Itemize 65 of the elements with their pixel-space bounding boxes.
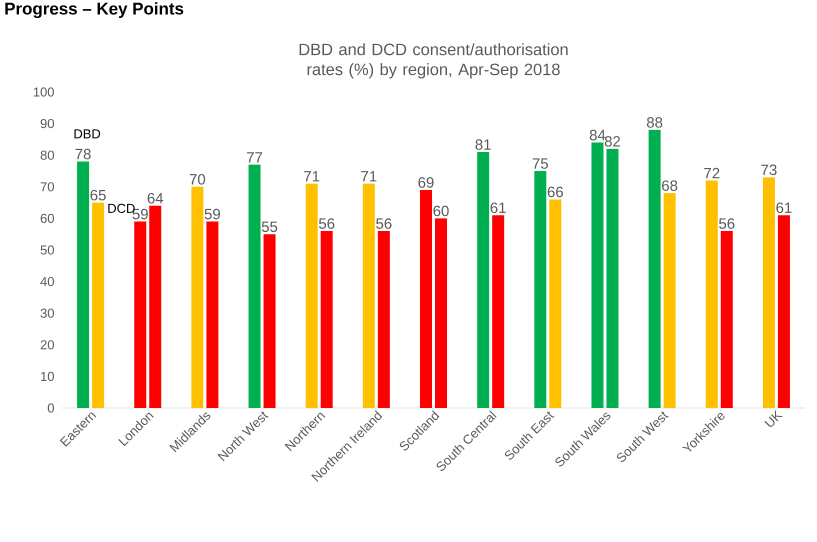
data-label: 72 bbox=[704, 168, 720, 178]
y-tick-label: 60 bbox=[40, 214, 54, 223]
bar bbox=[706, 180, 718, 408]
bar bbox=[248, 164, 261, 408]
bar bbox=[720, 231, 733, 408]
bar bbox=[664, 193, 676, 408]
data-label: 56 bbox=[719, 218, 734, 229]
bar bbox=[191, 186, 204, 408]
data-label: 59 bbox=[204, 208, 220, 220]
data-label: 81 bbox=[476, 139, 491, 150]
data-label: 61 bbox=[490, 202, 506, 214]
y-tick-label: 0 bbox=[48, 403, 54, 413]
data-label: 65 bbox=[90, 190, 106, 200]
y-tick-label: 40 bbox=[40, 277, 54, 286]
bar bbox=[92, 202, 104, 408]
bar bbox=[362, 184, 375, 408]
data-label: 59 bbox=[132, 208, 148, 220]
data-label: 56 bbox=[318, 218, 334, 229]
bar bbox=[320, 231, 333, 408]
y-tick-label: 30 bbox=[40, 308, 54, 318]
data-label: 68 bbox=[662, 180, 678, 191]
bar bbox=[264, 234, 276, 408]
series-label: DBD bbox=[74, 129, 100, 138]
y-tick-label: 10 bbox=[41, 372, 54, 381]
bar bbox=[549, 199, 562, 408]
bar bbox=[492, 215, 504, 408]
bar bbox=[762, 177, 775, 408]
bar bbox=[149, 206, 162, 408]
y-tick-label: 70 bbox=[40, 182, 54, 192]
data-label: 71 bbox=[304, 171, 320, 182]
data-label: 70 bbox=[190, 174, 206, 185]
bar bbox=[648, 130, 661, 408]
data-label: 75 bbox=[532, 158, 548, 169]
data-label: 64 bbox=[148, 192, 164, 204]
data-label: 69 bbox=[418, 177, 434, 188]
data-label: 66 bbox=[548, 186, 563, 198]
data-label: 82 bbox=[604, 136, 620, 147]
y-tick-label: 50 bbox=[40, 245, 54, 255]
bar bbox=[534, 170, 546, 408]
x-tick-label: UK bbox=[764, 410, 783, 427]
data-label: 71 bbox=[361, 171, 376, 182]
data-label: 84 bbox=[590, 130, 606, 140]
data-label: 61 bbox=[776, 202, 792, 214]
y-tick-label: 90 bbox=[40, 119, 54, 128]
bar bbox=[306, 184, 318, 408]
bar bbox=[77, 162, 90, 408]
data-label: 88 bbox=[646, 117, 662, 128]
chart-title: DBD and DCD consent/authorisation rates (%) by region, Apr-Sep 2018 bbox=[300, 43, 568, 78]
y-tick-label: 20 bbox=[40, 340, 54, 350]
bar bbox=[206, 222, 218, 408]
y-tick-label: 100 bbox=[34, 87, 54, 97]
bar bbox=[435, 218, 448, 408]
data-label: 78 bbox=[76, 148, 91, 160]
series-label: DCD bbox=[108, 204, 135, 213]
data-label: 60 bbox=[433, 206, 449, 216]
data-label: 77 bbox=[246, 152, 262, 162]
text: Progress – Key Points bbox=[5, 2, 184, 18]
bar bbox=[591, 142, 604, 408]
bar bbox=[378, 231, 390, 408]
data-label: 56 bbox=[376, 218, 392, 229]
data-label: 73 bbox=[761, 164, 777, 176]
data-label: 55 bbox=[262, 222, 278, 232]
bar bbox=[778, 215, 790, 408]
y-tick-label: 80 bbox=[40, 150, 54, 160]
bar bbox=[477, 152, 490, 408]
